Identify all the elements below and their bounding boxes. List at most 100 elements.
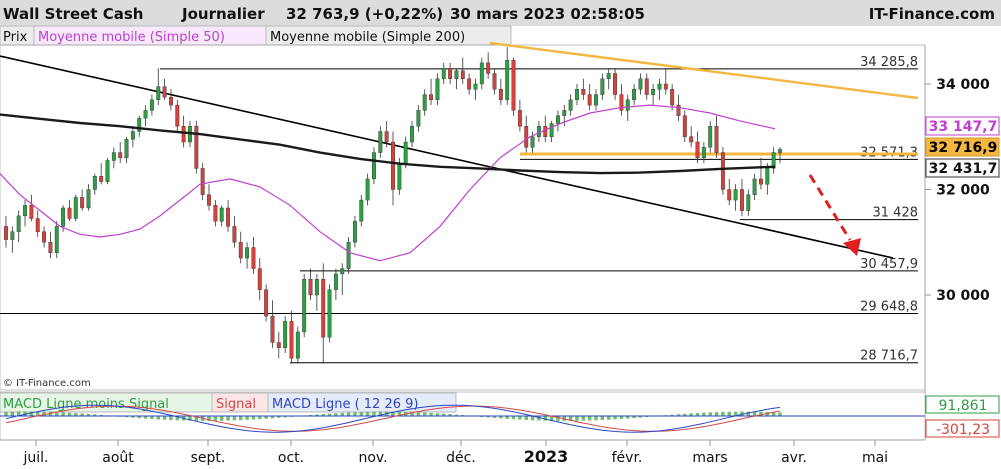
macd-histogram-bar	[143, 416, 148, 419]
macd-badge	[925, 419, 1000, 438]
price-badge-label: 32 431,7	[929, 161, 998, 177]
period-label: Journalier	[181, 5, 265, 23]
candle-body	[606, 73, 611, 79]
macd-histogram-bar	[683, 413, 687, 417]
candle-body	[638, 78, 643, 90]
trendlines	[0, 41, 919, 259]
candle-body	[410, 125, 414, 143]
candle-body	[200, 168, 205, 195]
macd-histogram-bar	[410, 412, 414, 417]
ma200-line	[0, 113, 776, 175]
candle-body	[181, 125, 186, 143]
candle-body	[16, 215, 21, 232]
candle-body	[498, 89, 503, 101]
candle-body	[162, 86, 167, 98]
macd-histogram-bar	[29, 411, 34, 417]
macd-histogram-bar	[587, 416, 592, 421]
candle-body	[403, 141, 408, 164]
candle-body	[701, 147, 706, 159]
macd-histogram-bar	[219, 416, 224, 421]
macd-histogram-bar	[746, 411, 751, 417]
macd-histogram-bar	[625, 416, 630, 419]
y-tick-label: 32 000	[936, 183, 990, 199]
macd-badge	[925, 395, 1000, 414]
candle-body	[156, 86, 161, 101]
macd-histogram-bar	[435, 413, 440, 417]
macd-histogram-bar	[74, 413, 78, 417]
candle-body	[549, 123, 554, 137]
price-badge-label: 32 716,9	[929, 140, 998, 156]
macd-histogram-bar	[207, 416, 211, 421]
macd-histogram-bar	[251, 416, 256, 420]
macd-histogram-bar	[714, 412, 719, 417]
candle-body	[524, 125, 529, 148]
candle-body	[365, 178, 370, 201]
candle-body	[448, 67, 453, 79]
candle-body	[352, 220, 357, 243]
macd-histogram-bar	[321, 413, 325, 417]
candle-body	[175, 104, 180, 127]
candle-body	[562, 110, 567, 116]
candle-body	[739, 189, 744, 211]
macd-histogram-bar	[93, 414, 97, 417]
candle-body	[422, 94, 427, 111]
macd-histogram-bar	[708, 412, 712, 417]
candle-body	[10, 231, 15, 240]
macd-histogram-bar	[213, 416, 218, 421]
macd-histogram-bar	[613, 416, 617, 420]
candle-body	[327, 289, 332, 338]
macd-histogram-bar	[486, 416, 490, 418]
candle-body	[346, 242, 351, 269]
macd-histogram-bar	[283, 416, 287, 418]
candle-body	[467, 78, 472, 90]
candle-body	[651, 89, 656, 95]
macd-histogram-bar	[80, 413, 84, 417]
candle-body	[270, 315, 275, 343]
macd-histogram-bar	[346, 412, 351, 417]
price-badge-ma200	[925, 158, 1000, 178]
x-tick-label: oct.	[278, 450, 304, 466]
candle-body	[416, 110, 421, 127]
plot-frame	[0, 44, 926, 391]
candle-body	[264, 289, 269, 317]
candle-body	[441, 67, 446, 79]
candle-body	[4, 226, 8, 240]
candle-body	[689, 136, 694, 143]
macd-histogram-bar	[48, 411, 53, 417]
candle-body	[99, 176, 104, 182]
candle-body	[676, 104, 681, 116]
candle-body	[314, 278, 319, 296]
candle-body	[486, 62, 491, 74]
macd-histogram-bar	[353, 412, 357, 417]
macd-histogram-bar	[771, 412, 776, 417]
candle-body	[372, 152, 376, 180]
y-axis-labels: 34 000 32 000 30 000	[925, 77, 990, 304]
macd-histogram-bar	[232, 416, 237, 421]
candle-body	[530, 136, 535, 148]
forecast-arrow	[808, 174, 861, 256]
candle-body	[492, 73, 497, 90]
candle-body	[695, 141, 700, 159]
macd-histogram-bar	[765, 411, 770, 417]
candle-body	[543, 125, 548, 137]
macd-histogram-bar	[55, 412, 59, 417]
macd-histogram-bar	[391, 411, 395, 417]
candle-body	[720, 152, 725, 190]
candle-body	[632, 89, 637, 101]
candle-body	[587, 94, 592, 106]
candle-body	[149, 99, 154, 111]
macd-histogram-bar	[327, 413, 332, 417]
candle-body	[657, 83, 662, 90]
last-price-label: 32 763,9 (+0,22%)	[286, 5, 443, 23]
macd-histogram-bar	[505, 416, 509, 419]
macd-histogram-bar	[619, 416, 624, 419]
macd-badge-label: 91,861	[939, 398, 988, 414]
candle-body	[143, 110, 148, 119]
candle-body	[670, 89, 675, 106]
candle-body	[48, 242, 53, 254]
x-tick-label: nov.	[358, 450, 387, 466]
candle-body	[644, 78, 649, 95]
macd-histogram-bar	[416, 412, 421, 417]
candle-body	[124, 139, 129, 159]
candle-body	[207, 194, 211, 206]
